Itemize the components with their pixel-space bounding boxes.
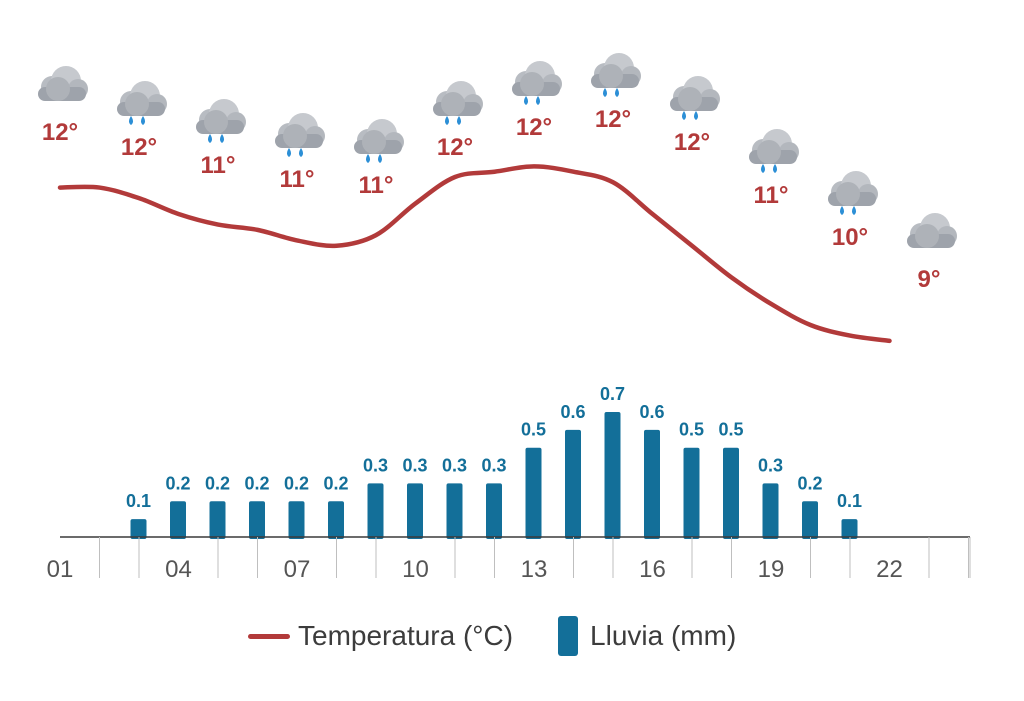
rain-value-label: 0.2 <box>205 473 230 493</box>
rain-cloud-icon <box>828 171 878 215</box>
cloud-icon <box>907 213 957 248</box>
temperature-label: 9° <box>918 266 941 293</box>
rain-bar <box>407 483 423 539</box>
rain-value-label: 0.2 <box>165 473 190 493</box>
rain-value-label: 0.5 <box>718 420 743 440</box>
rain-bar <box>525 447 542 539</box>
rain-value-label: 0.3 <box>363 455 388 475</box>
rain-bar <box>565 429 581 539</box>
rain-bar <box>762 483 779 539</box>
rain-bar <box>486 483 502 539</box>
rain-value-label: 0.3 <box>402 455 427 475</box>
rain-bar <box>170 501 186 539</box>
legend: Temperatura (°C) Lluvia (mm) <box>248 616 736 656</box>
rain-bar <box>288 501 305 539</box>
rain-cloud-icon <box>354 119 404 163</box>
rain-value-label: 0.7 <box>600 384 625 404</box>
rain-value-label: 0.5 <box>521 420 546 440</box>
temperature-line <box>57 164 892 344</box>
temperature-label: 11° <box>280 166 315 193</box>
temperature-label: 12° <box>42 119 78 146</box>
rain-cloud-icon <box>591 53 641 97</box>
rain-value-label: 0.1 <box>126 491 151 511</box>
rain-bar <box>683 447 700 539</box>
legend-rain-label: Lluvia (mm) <box>590 620 737 651</box>
rain-cloud-icon <box>433 81 483 125</box>
rain-bar <box>841 519 858 539</box>
x-tick-label: 19 <box>758 556 785 583</box>
rain-value-label: 0.2 <box>797 473 822 493</box>
legend-temperature-label: Temperatura (°C) <box>298 620 514 651</box>
temperature-label: 10° <box>832 224 868 251</box>
rain-value-label: 0.1 <box>837 491 862 511</box>
rain-bar <box>249 501 265 539</box>
temperature-label: 11° <box>754 182 789 209</box>
x-tick-label: 22 <box>876 556 903 583</box>
temperature-label: 11° <box>359 172 394 199</box>
rain-cloud-icon <box>196 99 246 143</box>
rain-cloud-icon <box>670 76 720 120</box>
legend-temperature-swatch <box>248 633 290 639</box>
temperature-label: 11° <box>201 152 236 179</box>
legend-rain-swatch <box>558 616 579 656</box>
rain-bar <box>644 429 660 539</box>
temperature-label: 12° <box>437 134 473 161</box>
rain-bar <box>802 501 818 539</box>
rain-bar <box>328 501 344 539</box>
rain-bar <box>446 483 463 539</box>
rain-value-label: 0.3 <box>481 455 506 475</box>
x-tick-label: 10 <box>402 556 429 583</box>
rain-value-label: 0.3 <box>758 455 783 475</box>
cloud-icon <box>38 66 88 101</box>
rain-value-label: 0.6 <box>639 402 664 422</box>
rain-cloud-icon <box>117 81 167 125</box>
rain-cloud-icon <box>275 113 325 157</box>
x-tick-label: 13 <box>521 556 548 583</box>
temperature-label: 12° <box>595 106 631 133</box>
rain-bar <box>367 483 384 539</box>
temperature-label: 12° <box>674 129 710 156</box>
temperature-label: 12° <box>516 114 552 141</box>
rain-cloud-icon <box>749 129 799 173</box>
rain-value-label: 0.5 <box>679 420 704 440</box>
temperature-label: 12° <box>121 134 157 161</box>
rain-bar <box>130 519 147 539</box>
x-tick-label: 07 <box>284 556 311 583</box>
rain-value-label: 0.2 <box>244 473 269 493</box>
rain-value-label: 0.2 <box>323 473 348 493</box>
rain-value-label: 0.6 <box>560 402 585 422</box>
x-tick-label: 01 <box>47 556 74 583</box>
x-tick-label: 16 <box>639 556 666 583</box>
rain-bar <box>723 447 739 539</box>
rain-value-label: 0.2 <box>284 473 309 493</box>
rain-bar <box>209 501 226 539</box>
rain-cloud-icon <box>512 61 562 105</box>
rain-bar <box>604 412 621 539</box>
x-tick-label: 04 <box>165 556 192 583</box>
rain-value-label: 0.3 <box>442 455 467 475</box>
